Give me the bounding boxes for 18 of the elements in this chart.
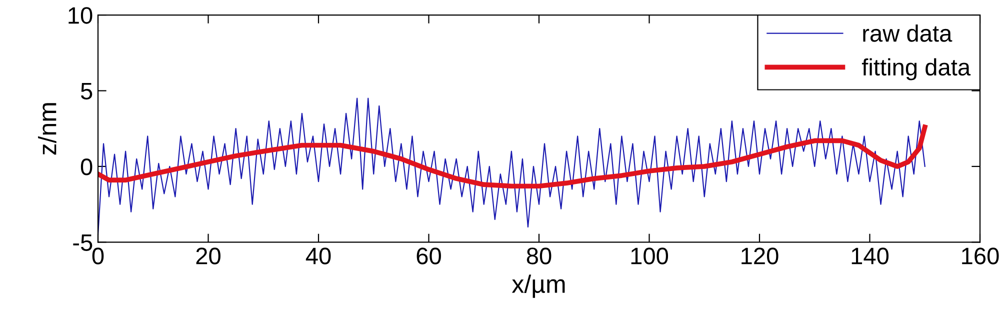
y-tick-label: 0 (80, 158, 92, 176)
y-tick-label: 5 (80, 83, 92, 100)
x-tick-label: 20 (196, 248, 220, 264)
line-series (98, 124, 928, 189)
legend-label: raw data (863, 24, 952, 42)
x-tick-label: 80 (526, 248, 552, 264)
x-tick-label: 100 (631, 248, 668, 264)
x-tick-label: 160 (962, 248, 999, 264)
y-axis-title: z/nm (38, 103, 56, 155)
x-tick-label: 140 (852, 248, 889, 264)
x-tick-label: 60 (416, 248, 441, 264)
x-tick-label: 120 (742, 248, 778, 264)
x-axis-title: x/µm (512, 274, 565, 298)
x-tick-label: 0 (92, 248, 104, 264)
y-tick-label: 10 (68, 7, 92, 24)
y-tick-label: -5 (73, 234, 92, 251)
x-tick-label: 40 (306, 248, 331, 264)
legend-label: fitting data (862, 58, 971, 80)
